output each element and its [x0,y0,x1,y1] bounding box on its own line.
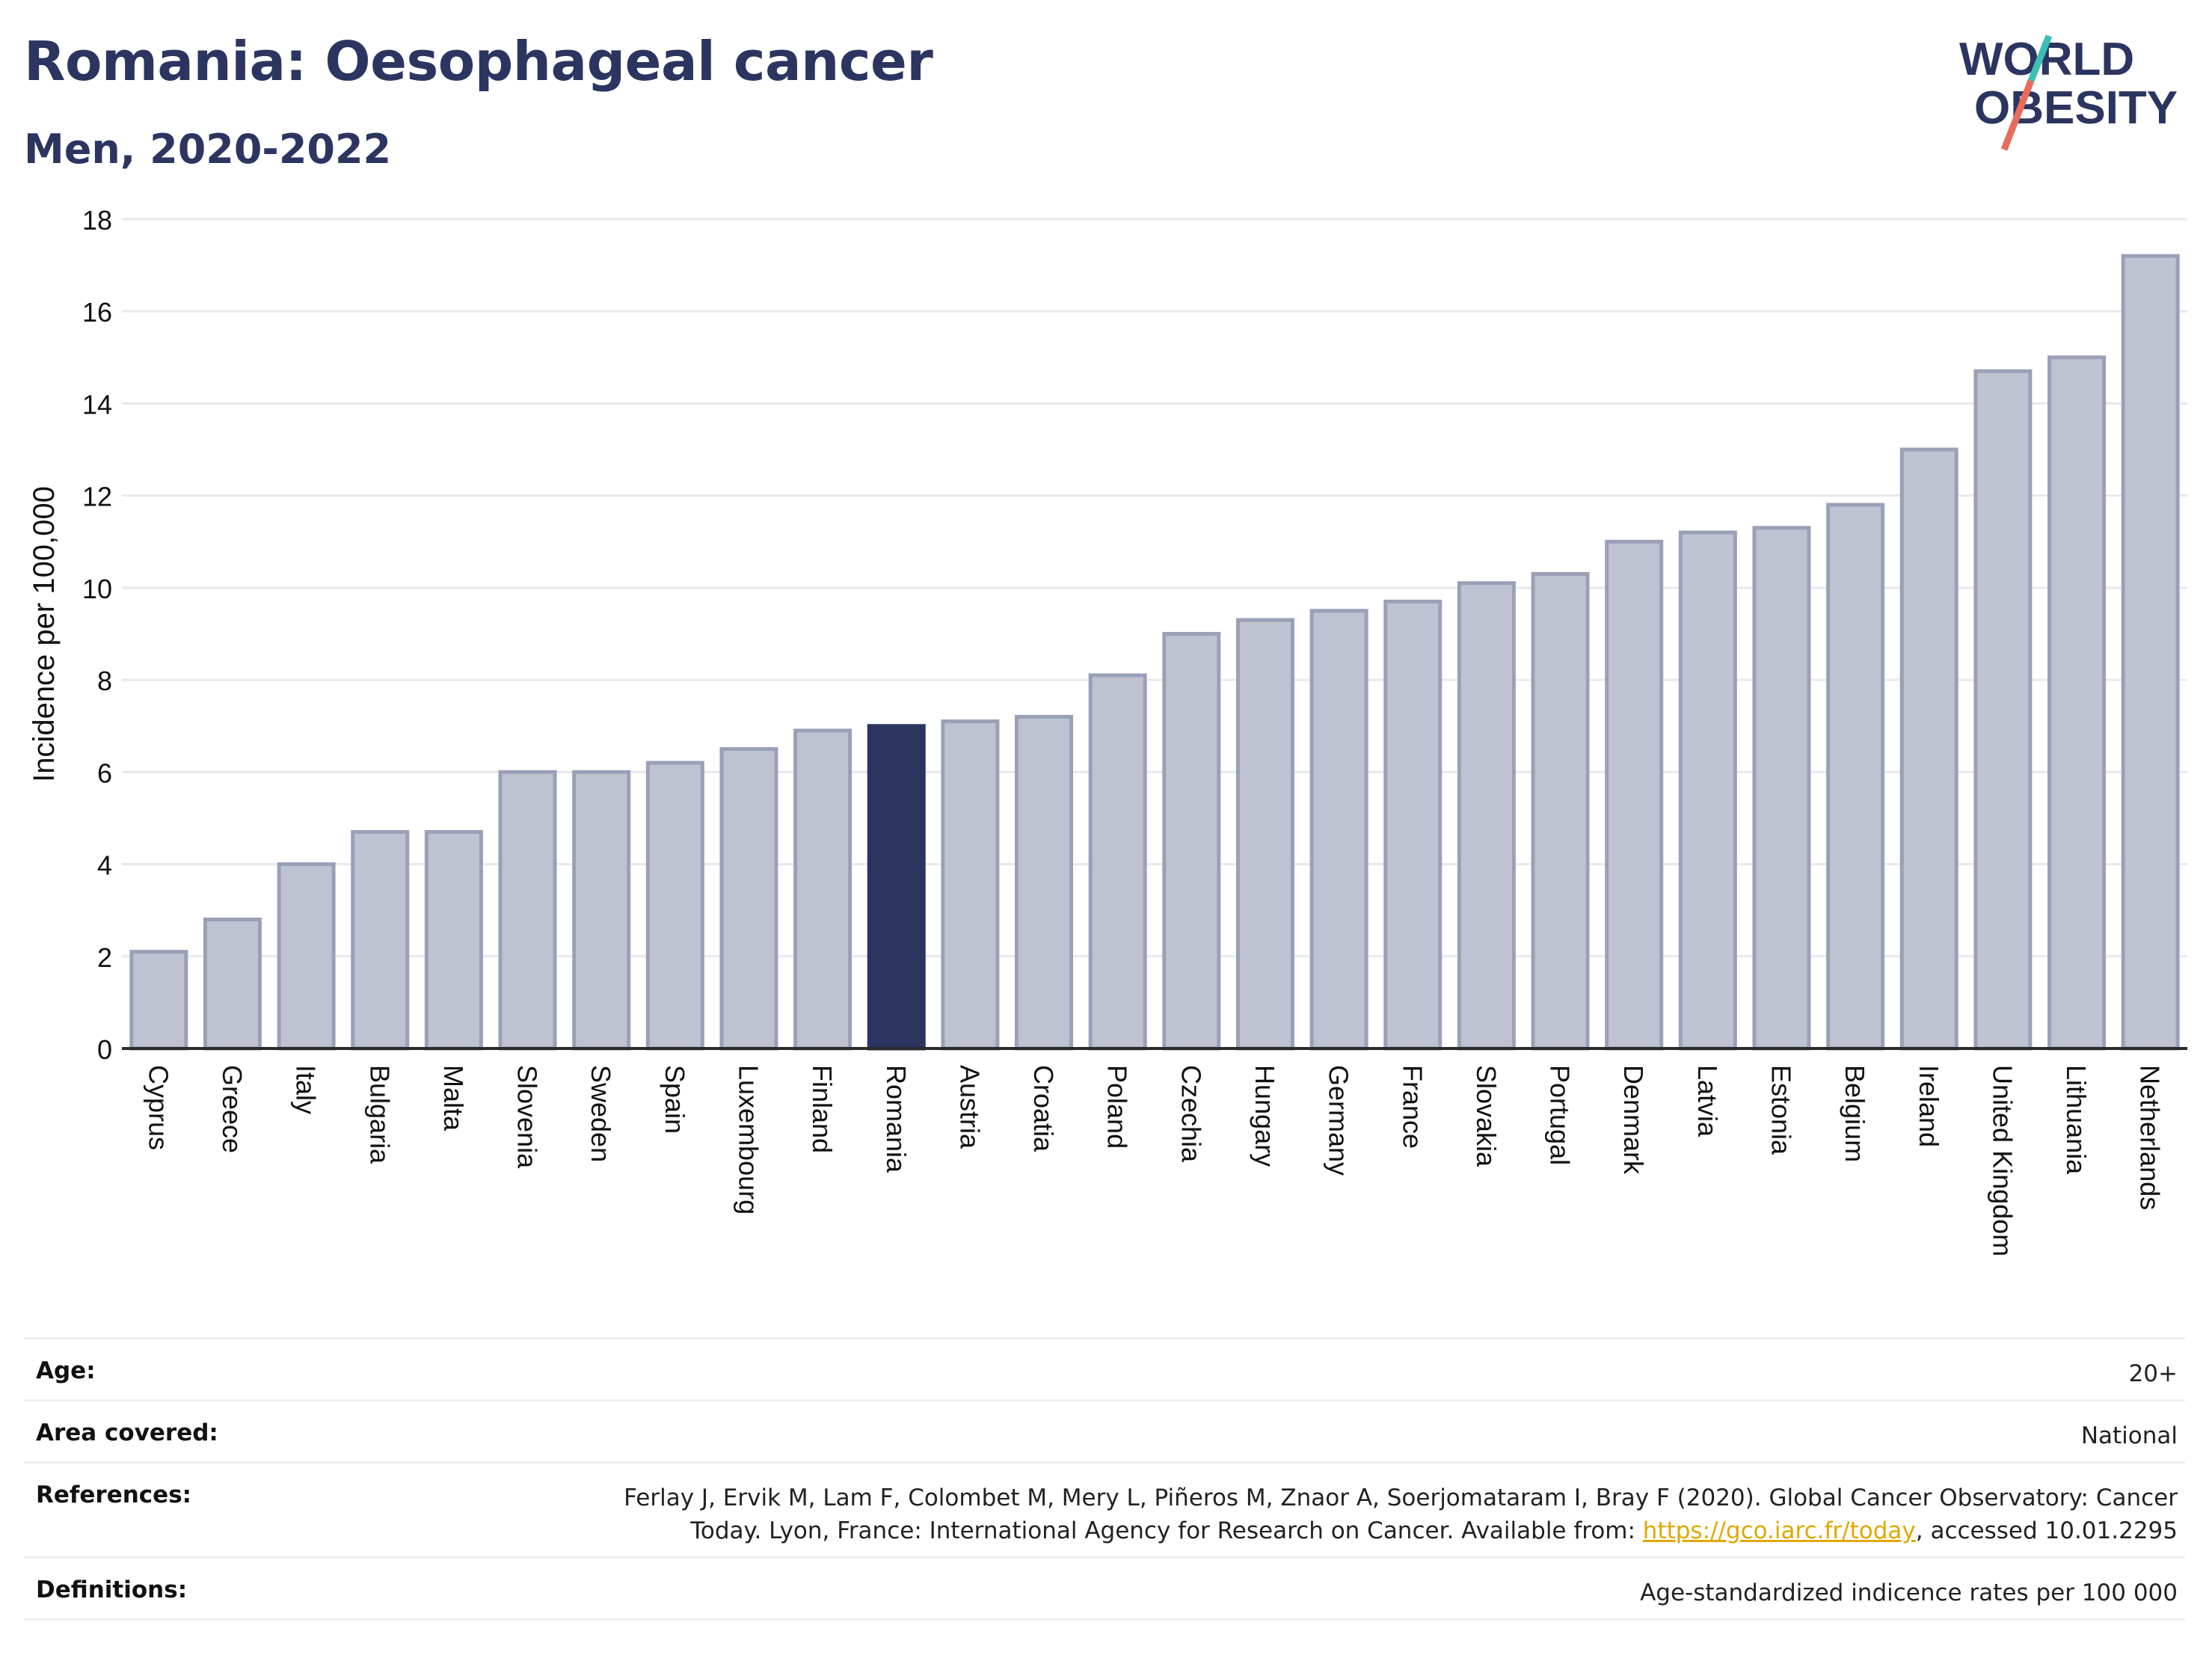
x-tick-label: Spain [660,1065,690,1134]
bar-latvia [1678,530,1737,1051]
x-tick-label: Netherlands [2135,1065,2166,1210]
references-label: References: [36,1481,192,1508]
bar-czechia [1162,632,1221,1051]
definitions-label: Definitions: [36,1576,188,1603]
y-tick-label: 0 [97,1034,112,1065]
bar-greece [203,917,262,1051]
x-tick-label: Slovakia [1471,1065,1502,1167]
logo-slash-teal [2027,34,2053,82]
references-value: Ferlay J, Ervik M, Lam F, Colombet M, Me… [624,1481,2178,1547]
x-tick-label: Poland [1102,1065,1133,1149]
y-tick-label: 16 [82,297,112,328]
bar-netherlands [2121,254,2180,1051]
bar-slovakia [1457,581,1516,1051]
bar-poland [1088,673,1147,1051]
y-tick-label: 4 [97,850,112,881]
bar-finland [793,728,852,1051]
definitions-value: Age-standardized indicence rates per 100… [1640,1579,2178,1606]
y-tick-label: 6 [97,758,112,788]
bar-romania [867,724,926,1051]
bar-estonia [1752,526,1811,1051]
bar-germany [1309,609,1368,1051]
x-tick-label: Ireland [1914,1065,1944,1147]
y-tick-label: 10 [82,574,112,604]
x-tick-label: Romania [881,1065,912,1173]
world-obesity-logo: WORLD OBESITY [1959,34,2178,151]
x-tick-label: Czechia [1176,1065,1206,1163]
references-link[interactable]: https://gco.iarc.fr/today [1642,1517,1916,1544]
x-tick-label: France [1397,1065,1428,1149]
bar-hungary [1235,618,1294,1051]
x-tick-label: Latvia [1692,1065,1723,1137]
logo-line-2: OBESITY [1974,82,2178,134]
x-tick-label: Lithuania [2061,1065,2092,1175]
x-tick-label: Slovenia [512,1065,543,1169]
x-tick-label: Austria [954,1065,985,1149]
bar-portugal [1531,571,1590,1051]
bar-cyprus [129,950,188,1051]
y-tick-label: 12 [82,482,112,512]
area-label: Area covered: [36,1419,218,1446]
y-tick-label: 2 [97,942,112,973]
bar-belgium [1826,503,1885,1051]
meta-row-references: References: Ferlay J, Ervik M, Lam F, Co… [24,1461,2185,1556]
x-tick-label: Greece [217,1065,248,1153]
y-tick-label: 18 [82,205,112,236]
x-tick-label: Estonia [1766,1065,1796,1155]
bar-luxembourg [719,747,778,1051]
age-value: 20+ [2128,1360,2178,1387]
bar-spain [645,761,704,1051]
meta-row-area: Area covered: National [24,1399,2185,1461]
bar-sweden [572,770,631,1051]
meta-row-age: Age: 20+ [24,1337,2185,1399]
bar-france [1383,599,1443,1051]
y-tick-label: 14 [82,389,112,420]
bar-denmark [1605,539,1664,1051]
x-tick-label: Italy [291,1065,322,1114]
meta-row-definitions: Definitions: Age-standardized indicence … [24,1556,2185,1621]
x-tick-label: Sweden [586,1065,616,1162]
bars [129,254,2180,1051]
x-tick-label: Luxembourg [733,1065,764,1215]
references-line-2-prefix: Today. Lyon, France: International Agenc… [690,1517,1643,1544]
age-label: Age: [36,1357,96,1384]
bar-ireland [1899,447,1958,1051]
y-axis-ticks: 0 2 4 6 8 10 12 14 16 18 [82,205,112,1065]
references-line-2-suffix: , accessed 10.01.2295 [1915,1517,2178,1544]
bar-united-kingdom [1973,369,2033,1051]
x-tick-label: Belgium [1840,1065,1870,1162]
x-tick-label: Bulgaria [364,1065,395,1164]
x-tick-label: Denmark [1618,1065,1649,1175]
y-axis-label: Incidence per 100,000 [28,486,61,782]
bar-bulgaria [351,829,410,1051]
x-axis-labels: Cyprus Greece Italy Bulgaria Malta Slovenia Sw… [143,1065,2165,1256]
chart-subtitle: Men, 2020-2022 [24,126,392,173]
references-line-2: Today. Lyon, France: International Agenc… [624,1514,2178,1547]
bar-italy [277,862,336,1051]
x-tick-label: Finland [807,1065,838,1153]
metadata-table: Age: 20+ Area covered: National Referenc… [24,1337,2185,1621]
bar-chart: 0 2 4 6 8 10 12 14 16 18 Cyprus Greece Italy Bulgari… [28,205,2187,1256]
y-tick-label: 8 [97,666,112,696]
bar-lithuania [2047,355,2107,1051]
chart-title: Romania: Oesophageal cancer [24,30,933,93]
x-tick-label: Malta [438,1065,469,1132]
bar-austria [941,719,1000,1051]
bar-croatia [1015,714,1074,1051]
area-value: National [2080,1422,2178,1449]
x-tick-label: United Kingdom [1987,1065,2018,1256]
bar-slovenia [498,770,557,1051]
x-tick-label: Germany [1324,1065,1354,1176]
x-tick-label: Croatia [1028,1065,1059,1152]
bar-malta [424,829,483,1051]
x-tick-label: Portugal [1545,1065,1576,1165]
x-tick-label: Hungary [1250,1065,1280,1167]
logo-slash-red [2000,79,2035,151]
x-tick-label: Cyprus [143,1065,173,1150]
references-line-1: Ferlay J, Ervik M, Lam F, Colombet M, Me… [624,1484,2178,1511]
